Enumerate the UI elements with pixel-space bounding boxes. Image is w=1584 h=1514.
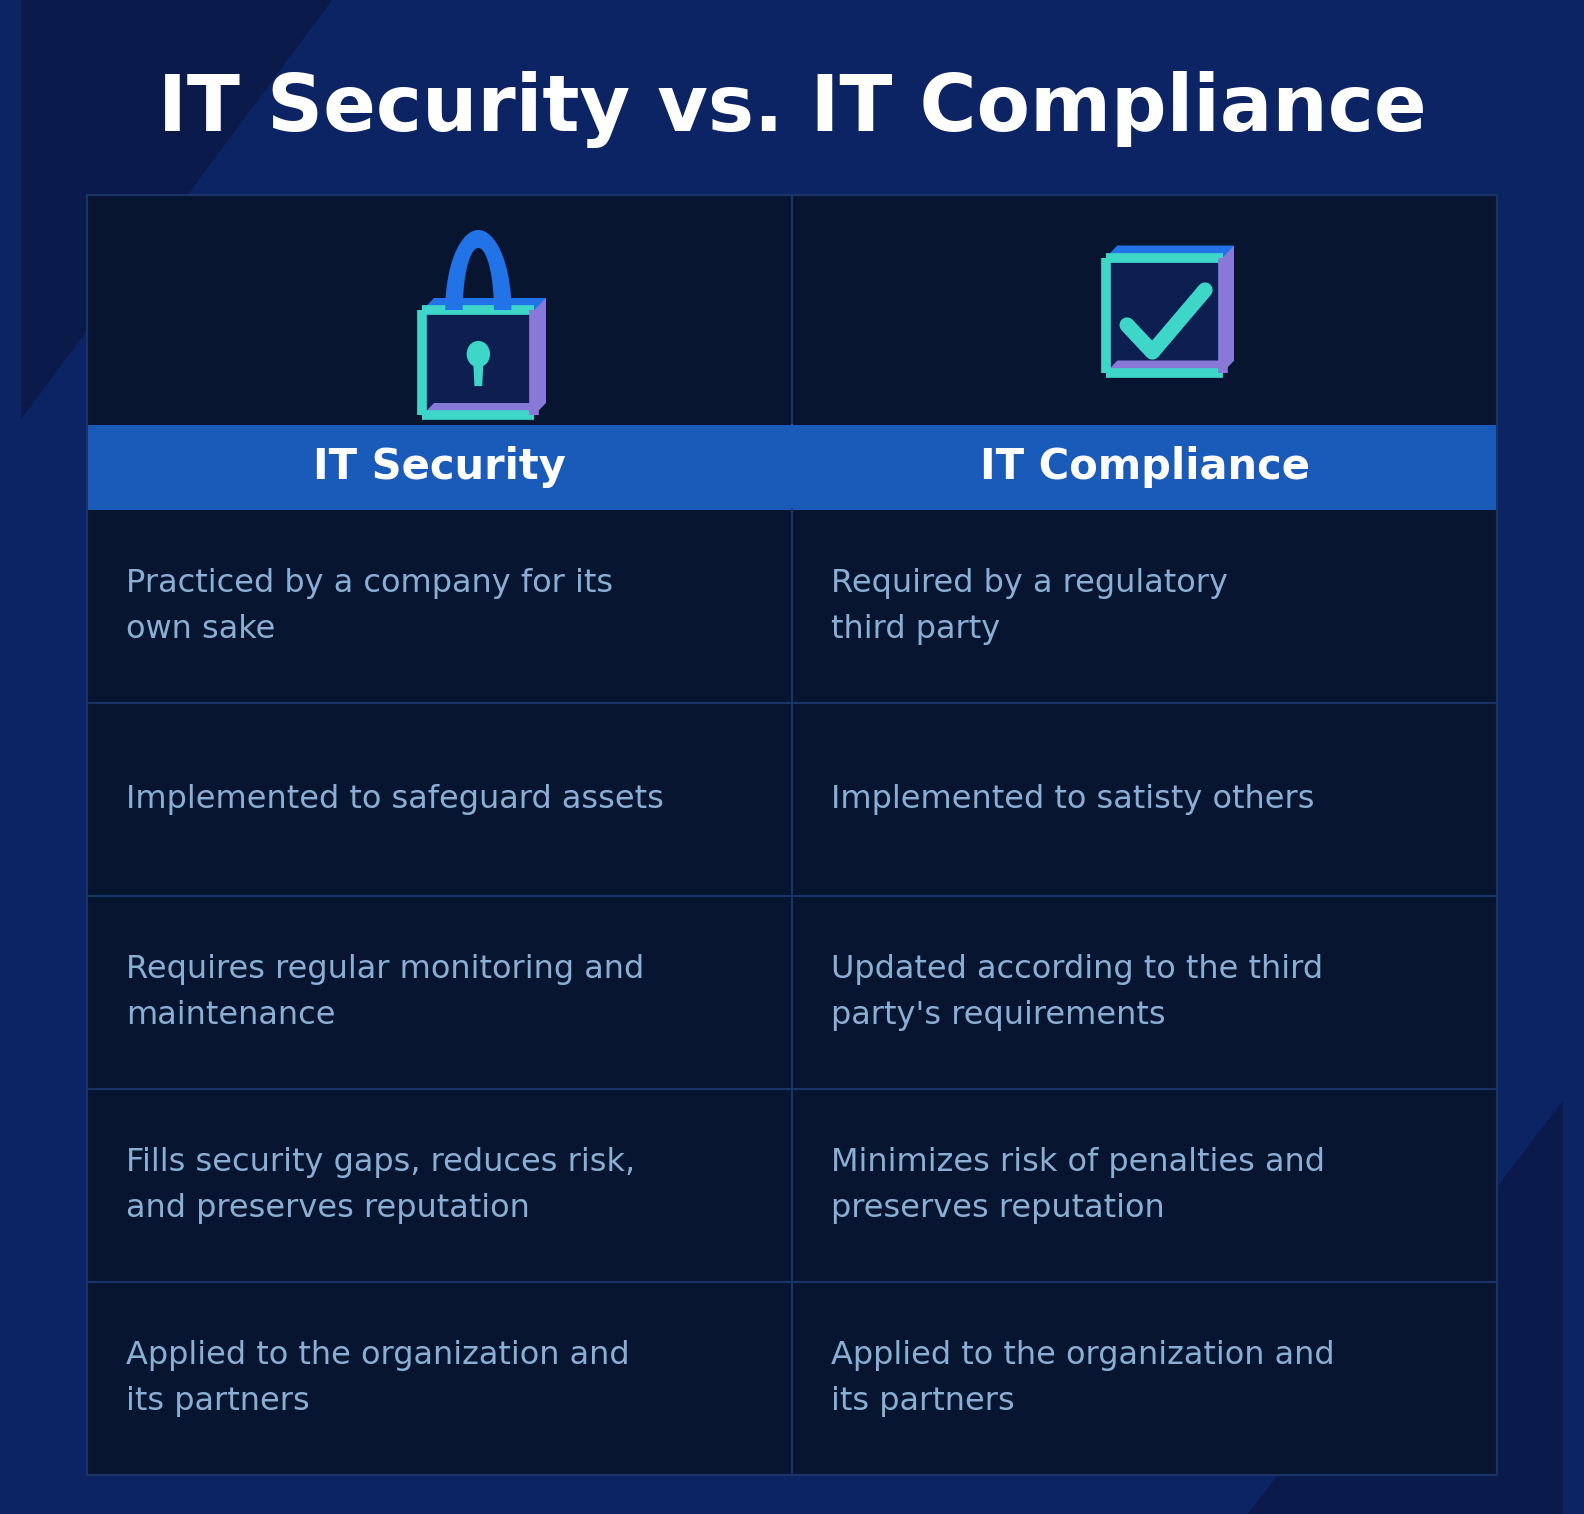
Text: Minimizes risk of penalties and
preserves reputation: Minimizes risk of penalties and preserve…: [832, 1148, 1324, 1223]
Text: Updated according to the third
party's requirements: Updated according to the third party's r…: [832, 954, 1323, 1031]
Polygon shape: [423, 403, 546, 415]
Text: IT Security vs. IT Compliance: IT Security vs. IT Compliance: [158, 71, 1426, 148]
Polygon shape: [1248, 1101, 1563, 1514]
Text: Implemented to satisty others: Implemented to satisty others: [832, 784, 1315, 815]
Polygon shape: [1106, 257, 1223, 372]
Polygon shape: [1106, 245, 1234, 257]
Polygon shape: [423, 310, 534, 415]
Text: Applied to the organization and
its partners: Applied to the organization and its part…: [832, 1340, 1335, 1417]
Polygon shape: [21, 0, 333, 419]
Text: Required by a regulatory
third party: Required by a regulatory third party: [832, 568, 1228, 645]
Polygon shape: [445, 230, 512, 310]
Text: Applied to the organization and
its partners: Applied to the organization and its part…: [125, 1340, 629, 1417]
Text: Practiced by a company for its
own sake: Practiced by a company for its own sake: [125, 568, 613, 645]
Polygon shape: [1106, 360, 1234, 372]
Polygon shape: [474, 366, 483, 386]
Ellipse shape: [467, 341, 489, 368]
FancyBboxPatch shape: [87, 425, 1497, 510]
Text: Implemented to safeguard assets: Implemented to safeguard assets: [125, 784, 664, 815]
Polygon shape: [423, 298, 546, 310]
FancyBboxPatch shape: [87, 195, 1497, 1475]
Text: Fills security gaps, reduces risk,
and preserves reputation: Fills security gaps, reduces risk, and p…: [125, 1148, 635, 1223]
Text: IT Security: IT Security: [314, 447, 565, 489]
Text: IT Compliance: IT Compliance: [979, 447, 1310, 489]
Text: Requires regular monitoring and
maintenance: Requires regular monitoring and maintena…: [125, 954, 645, 1031]
Polygon shape: [434, 298, 546, 403]
Polygon shape: [1117, 245, 1234, 360]
